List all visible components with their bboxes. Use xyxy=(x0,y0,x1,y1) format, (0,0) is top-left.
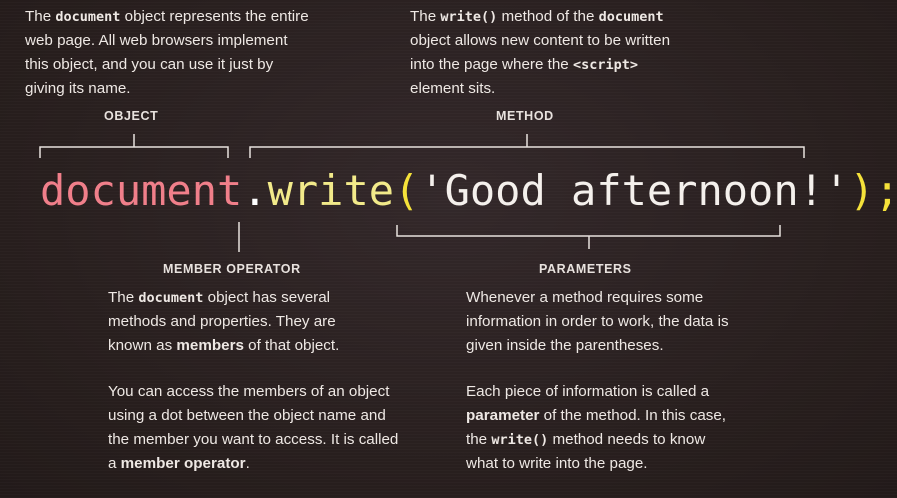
label-parameters: PARAMETERS xyxy=(539,262,632,276)
code-open-paren: ( xyxy=(394,166,420,215)
parameter-definition: Each piece of information is called a pa… xyxy=(466,383,727,472)
object-description: The document object represents the entir… xyxy=(25,8,309,97)
code-method: write xyxy=(267,166,395,215)
code-write: write() xyxy=(491,432,549,448)
bold-member-operator: member operator xyxy=(120,455,246,472)
method-bracket xyxy=(249,146,805,158)
code-document: document xyxy=(55,9,121,25)
parameters-bracket xyxy=(396,225,781,237)
code-semicolon: ; xyxy=(875,166,897,215)
code-document: document xyxy=(138,290,204,306)
code-dot-operator: . xyxy=(242,166,268,215)
code-string-parameter: 'Good afternoon!' xyxy=(419,166,850,215)
code-statement: document.write('Good afternoon!'); xyxy=(40,161,897,221)
code-object: document xyxy=(40,166,243,215)
member-operator-description: You can access the members of an object … xyxy=(108,383,399,472)
code-document: document xyxy=(598,9,664,25)
code-script-tag: <script> xyxy=(572,57,638,73)
label-method: METHOD xyxy=(496,109,554,123)
bold-parameter: parameter xyxy=(466,407,540,424)
bold-members: members xyxy=(176,337,244,354)
code-close-paren: ) xyxy=(849,166,875,215)
parameters-description: Whenever a method requires some informat… xyxy=(466,289,729,354)
object-bracket xyxy=(39,146,229,158)
member-description: The document object has several methods … xyxy=(108,289,340,354)
label-object: OBJECT xyxy=(104,109,159,123)
code-write: write() xyxy=(440,9,498,25)
method-description: The write() method of the document objec… xyxy=(410,8,671,97)
label-member-operator: MEMBER OPERATOR xyxy=(163,262,301,276)
